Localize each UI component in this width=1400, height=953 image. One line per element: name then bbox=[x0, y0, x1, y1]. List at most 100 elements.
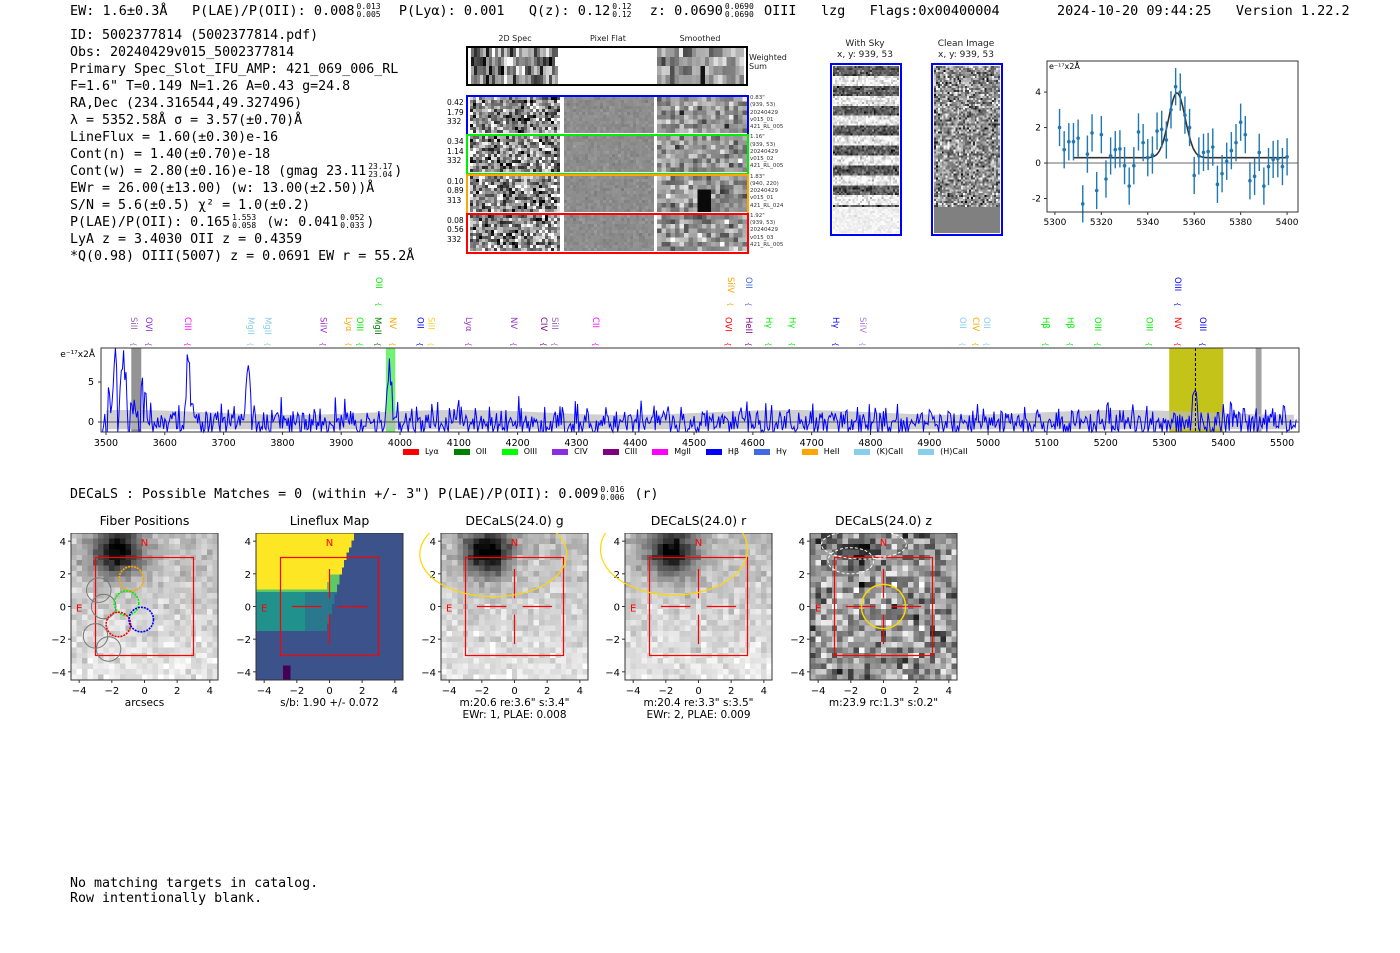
fiber-2dspec bbox=[470, 214, 560, 251]
info-contw: Cont(w) = 2.80(±0.16)e-18 (gmag 23.11 bbox=[70, 164, 367, 179]
legend-item: MgII bbox=[652, 447, 691, 456]
cutout-overlay: N E −4 −4 −2 −2 0 0 2 2 4 4 bbox=[51, 533, 219, 697]
line-label-bracket: { bbox=[1198, 342, 1206, 346]
line-label: SiII bbox=[549, 317, 559, 330]
with-sky-image bbox=[833, 66, 899, 233]
fiber-meta: v015_01 bbox=[750, 195, 774, 202]
line-label-bracket: { bbox=[374, 302, 382, 306]
line-label-bracket: { bbox=[550, 342, 558, 346]
data-point bbox=[1271, 157, 1275, 162]
header-datetime: 2024-10-20 09:44:25 bbox=[1057, 3, 1212, 19]
x-tick-label: 4500 bbox=[682, 438, 706, 449]
info-ewr: EWr = 26.00(±13.00) (w: 13.00(±2.50))Å bbox=[70, 181, 375, 196]
line-label-bracket: { bbox=[464, 342, 472, 346]
line-label: NV bbox=[387, 317, 397, 329]
y-tick-label: 2 bbox=[1035, 124, 1041, 134]
legend-item: CIV bbox=[552, 447, 588, 456]
x-tick-label: 4800 bbox=[858, 438, 882, 449]
spectrum-axes-frame bbox=[100, 347, 1300, 433]
fiber-meta: 1.92" bbox=[750, 212, 765, 219]
line-label: MgII bbox=[262, 317, 272, 335]
legend-item: CIII bbox=[602, 447, 637, 456]
line-label: SiIV bbox=[725, 277, 735, 293]
fiber-pixelflat bbox=[564, 97, 654, 133]
data-point bbox=[1057, 125, 1062, 130]
fiber-meta: (939, 53) bbox=[750, 102, 776, 109]
x-tick-label: 4100 bbox=[447, 438, 471, 449]
fiber-row-frame bbox=[466, 173, 749, 215]
y-tick-label: 0 bbox=[60, 603, 66, 614]
east-label: E bbox=[815, 603, 821, 614]
cutout-frame bbox=[255, 533, 404, 681]
line-label-bracket: { bbox=[787, 342, 795, 346]
zoom-y-unit: e⁻¹⁷x2Å bbox=[1049, 62, 1080, 71]
line-label-bracket: { bbox=[1093, 342, 1101, 346]
x-tick-label: 4 bbox=[392, 686, 398, 697]
fiber-circle bbox=[105, 611, 132, 638]
legend-label: (H)CaII bbox=[940, 447, 968, 456]
decals-summary: DECaLS : Possible Matches = 0 (within +/… bbox=[70, 486, 659, 503]
line-label: NV bbox=[1172, 317, 1182, 329]
data-point bbox=[1285, 155, 1289, 159]
cutout-overlay: N E −4 −4 −2 −2 0 0 2 2 4 4 bbox=[419, 533, 589, 697]
x-tick-label: 3900 bbox=[329, 438, 353, 449]
cutout-caption-2: EWr: 2, PLAE: 0.009 bbox=[646, 709, 751, 721]
data-point bbox=[1234, 140, 1238, 145]
north-label: N bbox=[880, 538, 887, 549]
fiber-2dspec bbox=[470, 136, 560, 173]
fiber-smoothed bbox=[657, 214, 747, 251]
north-label: N bbox=[141, 538, 148, 549]
line-label: Lyα bbox=[343, 317, 353, 332]
legend-swatch bbox=[801, 448, 818, 455]
fiber-row-stats: 0.08 0.56 332 bbox=[447, 216, 464, 245]
y-tick-label: −4 bbox=[605, 668, 620, 679]
data-point bbox=[1113, 147, 1118, 152]
header-qz-hi: 0.12 bbox=[612, 2, 632, 11]
fiber-meta: 421_RL_024 bbox=[750, 202, 784, 209]
data-point bbox=[1099, 132, 1104, 137]
footer-line2: Row intentionally blank. bbox=[70, 891, 263, 906]
data-point bbox=[1090, 131, 1094, 135]
line-label: OIII bbox=[1197, 317, 1207, 331]
legend-item: OIII bbox=[501, 447, 538, 456]
x-tick-label: 4 bbox=[761, 686, 767, 697]
legend-label: OIII bbox=[523, 447, 538, 456]
line-label-bracket: { bbox=[355, 342, 363, 346]
x-tick-label: 3500 bbox=[94, 438, 118, 449]
line-label: MgII bbox=[372, 317, 382, 335]
header-tag: lzg bbox=[820, 3, 846, 19]
info-obs: Obs: 20240429v015_5002377814 bbox=[70, 45, 295, 60]
north-label: N bbox=[326, 538, 333, 549]
fiber-row-frame bbox=[466, 134, 749, 176]
x-tick-label: 5380 bbox=[1229, 218, 1252, 228]
line-label-bracket: { bbox=[246, 342, 254, 346]
col-header-2dspec: 2D Spec bbox=[498, 34, 532, 43]
y-tick-label: −2 bbox=[421, 635, 436, 646]
data-point bbox=[1141, 140, 1145, 145]
legend-swatch bbox=[501, 448, 518, 455]
line-label-bracket: { bbox=[263, 342, 271, 346]
info-radec: RA,Dec (234.316544,49.327496) bbox=[70, 96, 303, 111]
y-tick-label: 2 bbox=[799, 570, 805, 581]
fiber-row-meta: 0.83" (939, 53) 20240429 v015_01 421_RL_005 bbox=[750, 95, 783, 131]
x-tick-label: 0 bbox=[511, 686, 517, 697]
detection-info: ID: 5002377814 (5002377814.pdf) Obs: 202… bbox=[70, 27, 414, 265]
legend-label: Hβ bbox=[727, 447, 740, 456]
x-tick-label: −4 bbox=[626, 686, 641, 697]
x-tick-label: 2 bbox=[544, 686, 550, 697]
legend-item: (H)CaII bbox=[918, 447, 968, 456]
data-point bbox=[1076, 136, 1080, 140]
cutout-frame bbox=[440, 533, 589, 681]
fiber-stat: 332 bbox=[447, 234, 462, 244]
data-point bbox=[1155, 129, 1159, 133]
spectrum-legend: Lyα OII OIII CIV CIII MgII Hβ Hγ HeII (K)CaII (H)C… bbox=[403, 447, 983, 456]
info-primary: Primary Spec_Slot_IFU_AMP: 421_069_006_R… bbox=[70, 62, 399, 77]
fiber-row-frame bbox=[466, 212, 749, 254]
highlight-band bbox=[385, 348, 396, 432]
info-contn: Cont(n) = 1.40(±0.70)e-18 bbox=[70, 147, 271, 162]
fiber-meta: (940, 220) bbox=[750, 180, 779, 187]
fiber-meta: 1.83" bbox=[750, 173, 765, 180]
legend-swatch bbox=[453, 448, 470, 455]
x-tick-label: 5000 bbox=[976, 438, 1000, 449]
cutout-caption: m:20.4 re:3.3" s:3.5" bbox=[643, 697, 754, 709]
